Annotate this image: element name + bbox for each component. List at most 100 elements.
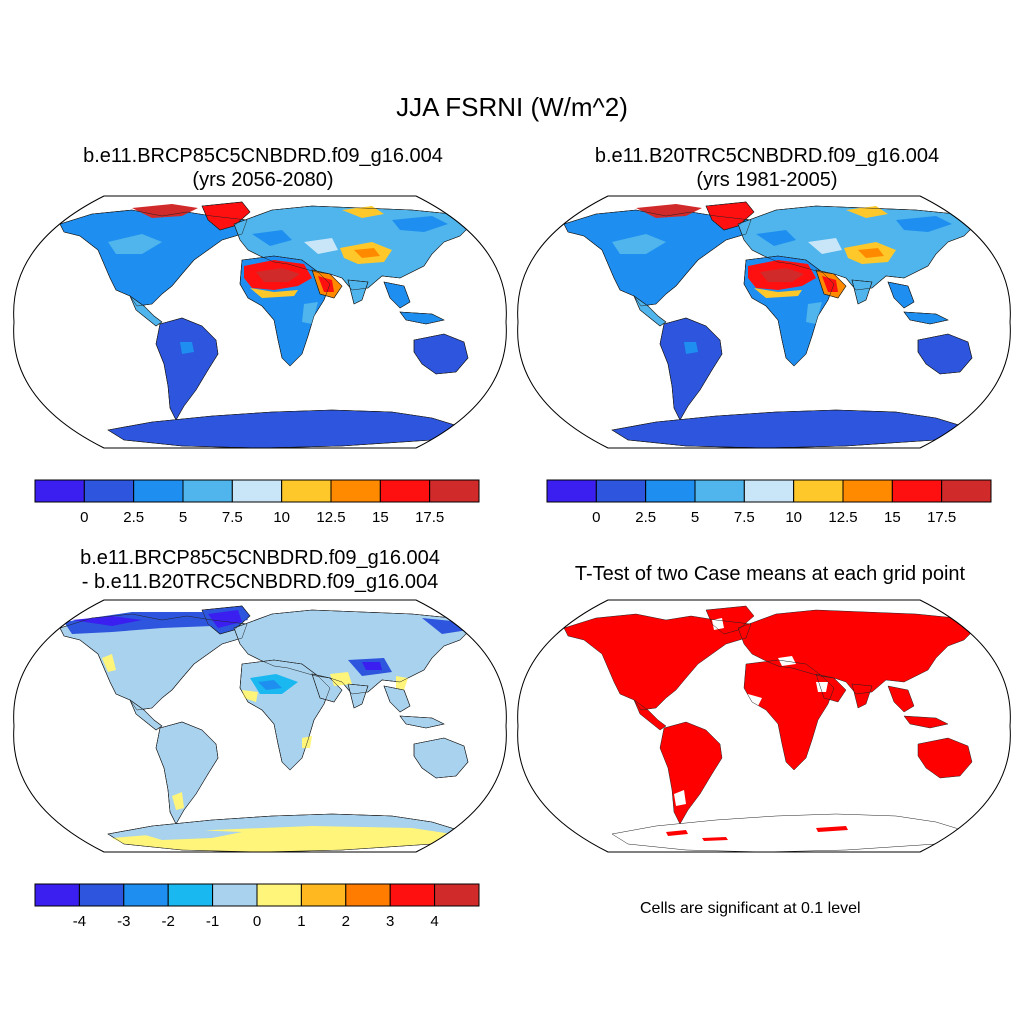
map-diff-patch [302,736,312,748]
colorbar-case1-swatch [182,479,233,503]
map-ttest-coastline [917,737,973,779]
map-ttest-patch [778,656,796,666]
colorbar-diff-tick-label: -2 [162,913,175,930]
colorbar-case1-tick-label: 17.5 [415,509,444,526]
map-diff-patch [142,830,242,840]
map-diff-coastline [233,609,473,695]
map-case2-coastline [815,269,847,299]
map-case1-patch [392,216,448,232]
map-ttest-region-arabia [816,674,846,702]
colorbar-case2-tick-label: 15 [884,509,901,526]
map-ttest-patch [666,830,688,836]
map-case1 [13,195,507,449]
map-ttest-region-centralAmerica [634,700,666,730]
map-diff-boundary [13,599,507,853]
map-ttest-region-australia [918,738,972,778]
map-case1-coastline [59,209,248,307]
map-ttest [517,599,1011,853]
colorbar-diff-swatch [212,883,258,907]
panel-title-ttest: T-Test of two Case means at each grid po… [520,562,1020,586]
map-diff-patch [242,690,258,702]
map-case2-patch [636,204,702,218]
map-diff-coastline [239,659,331,771]
colorbar-case1-swatch [34,479,85,503]
map-case1-patch [250,288,298,298]
map-case2-patch [858,248,884,258]
map-case2-coastline [851,279,873,305]
colorbar-case1-swatch [83,479,135,503]
panel-title-diff-line1: b.e11.BRCP85C5CNBDRD.f09_g16.004 [80,547,440,569]
map-ttest-coastline [633,699,667,731]
map-case1-patch [256,268,300,282]
colorbar-diff-tick-label: 2 [342,913,350,930]
colorbar-diff-swatch [256,883,302,907]
colorbar-diff-swatch [345,883,391,907]
colorbar-case1: 0 2.5 5 7.5 10 12.5 15 17.5 [34,479,480,526]
map-case2-patch [684,342,698,354]
map-case1-patch [302,302,318,324]
map-diff-coastline [107,813,459,852]
map-case1-patch [180,342,194,354]
map-case2-coastline [611,409,963,448]
map-case2-patch [896,216,952,232]
map-case2-coastline [743,255,835,367]
colorbar-case1-tick-label: 5 [179,509,187,526]
map-case2-coastline [633,295,667,327]
panel-title-diff-line2: - b.e11.B20TRC5CNBDRD.f09_g16.004 [81,571,439,593]
colorbar-case1-swatch [231,479,283,503]
map-ttest-patch [674,790,686,806]
significance-note: Cells are significant at 0.1 level [640,900,861,917]
figure-title: JJA FSRNI (W/m^2) [396,92,628,122]
colorbar-case2-swatch [793,479,844,503]
colorbar-case1-tick-label: 2.5 [123,509,144,526]
colorbar-case1-tick-label: 15 [372,509,389,526]
colorbar-diff-swatch [389,883,436,907]
map-case2-patch [756,230,796,246]
map-diff-coastline [59,613,248,711]
panel-title-case2-line1: b.e11.B20TRC5CNBDRD.f09_g16.004 [594,145,940,167]
colorbar-case2-swatch [595,479,647,503]
map-case2-patch [806,302,822,324]
map-case1-boundary [13,195,507,449]
map-case1-patch [342,206,384,218]
map-case1-patch [318,276,334,292]
map-case2-coastline [887,281,915,309]
map-ttest-region-seAsia [888,686,914,712]
colorbar-case2: 0 2.5 5 7.5 10 12.5 15 17.5 [546,479,992,526]
map-case1-coastline [383,281,411,309]
map-case2-patch [612,234,666,254]
colorbar-case2-tick-label: 2.5 [635,509,656,526]
map-ttest-patch [702,837,728,841]
map-case1-patch [304,238,338,254]
map-ttest-coastline [659,721,723,825]
map-case1-coastline [311,269,343,299]
map-case2-patch [760,268,804,282]
map-case2-patch [754,288,802,298]
map-ttest-coastline [851,683,873,709]
colorbar-case2-tick-label: 17.5 [927,509,956,526]
colorbar-case2-tick-label: 0 [592,509,600,526]
map-diff-coastline [383,685,411,713]
colorbar-diff-tick-label: 0 [253,913,261,930]
colorbar-case2-swatch [842,479,893,503]
colorbar-case1-tick-label: 10 [273,509,290,526]
map-ttest-region-india [852,684,872,708]
map-case1-coastline [347,279,369,305]
colorbar-case1-tick-label: 7.5 [222,509,243,526]
map-case2 [517,195,1011,449]
colorbar-diff-tick-label: -4 [73,913,86,930]
panel-title-case2-line2: (yrs 1981-2005) [696,169,838,191]
map-case2-coastline [737,205,977,291]
colorbar-case1-swatch [133,479,184,503]
map-case2-coastline [903,311,949,325]
map-diff-coastline [413,737,469,779]
map-ttest-patch [816,682,828,692]
map-case2-coastline [917,333,973,375]
map-case1-coastline [129,295,163,327]
panel-title-case1: b.e11.BRCP85C5CNBDRD.f09_g16.004 (yrs 20… [18,144,508,192]
map-diff-patch [258,680,282,690]
colorbar-case1-tick-label: 0 [80,509,88,526]
map-diff-coastline [399,715,445,729]
map-ttest-coastline [815,673,847,703]
colorbar-case1-tick-label: 12.5 [316,509,345,526]
